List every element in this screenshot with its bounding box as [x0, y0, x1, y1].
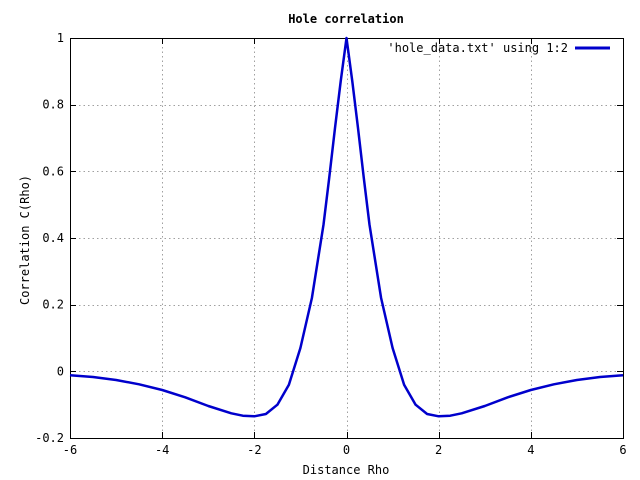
series-line [69, 36, 624, 418]
x-tick-label: -4 [155, 443, 169, 457]
y-tick-label: 1 [57, 31, 64, 45]
axis-ticks [70, 38, 624, 439]
x-tick-label: -6 [63, 443, 77, 457]
y-tick-label: 0 [57, 364, 64, 378]
legend-label: 'hole_data.txt' using 1:2 [387, 41, 568, 55]
y-tick-label: 0.8 [42, 98, 64, 112]
y-axis-label: Correlation C(Rho) [18, 175, 32, 305]
tick-labels: -6 -4 -2 0 2 4 6 -0.2 0 0.2 0.4 0.6 0.8 1 [35, 31, 627, 457]
legend: 'hole_data.txt' using 1:2 [387, 41, 610, 55]
grid-lines [70, 38, 623, 438]
y-tick-label: 0.4 [42, 231, 64, 245]
x-axis-label: Distance Rho [303, 463, 390, 477]
series-layer [69, 36, 624, 418]
x-tick-label: 4 [527, 443, 534, 457]
x-tick-label: 6 [619, 443, 626, 457]
x-tick-label: -2 [247, 443, 261, 457]
y-tick-label: 0.2 [42, 298, 64, 312]
y-tick-label: 0.6 [42, 164, 64, 178]
chart-title: Hole correlation [288, 12, 404, 26]
y-tick-label: -0.2 [35, 431, 64, 445]
x-tick-label: 2 [435, 443, 442, 457]
plot-frame [70, 38, 624, 439]
x-tick-label: 0 [343, 443, 350, 457]
